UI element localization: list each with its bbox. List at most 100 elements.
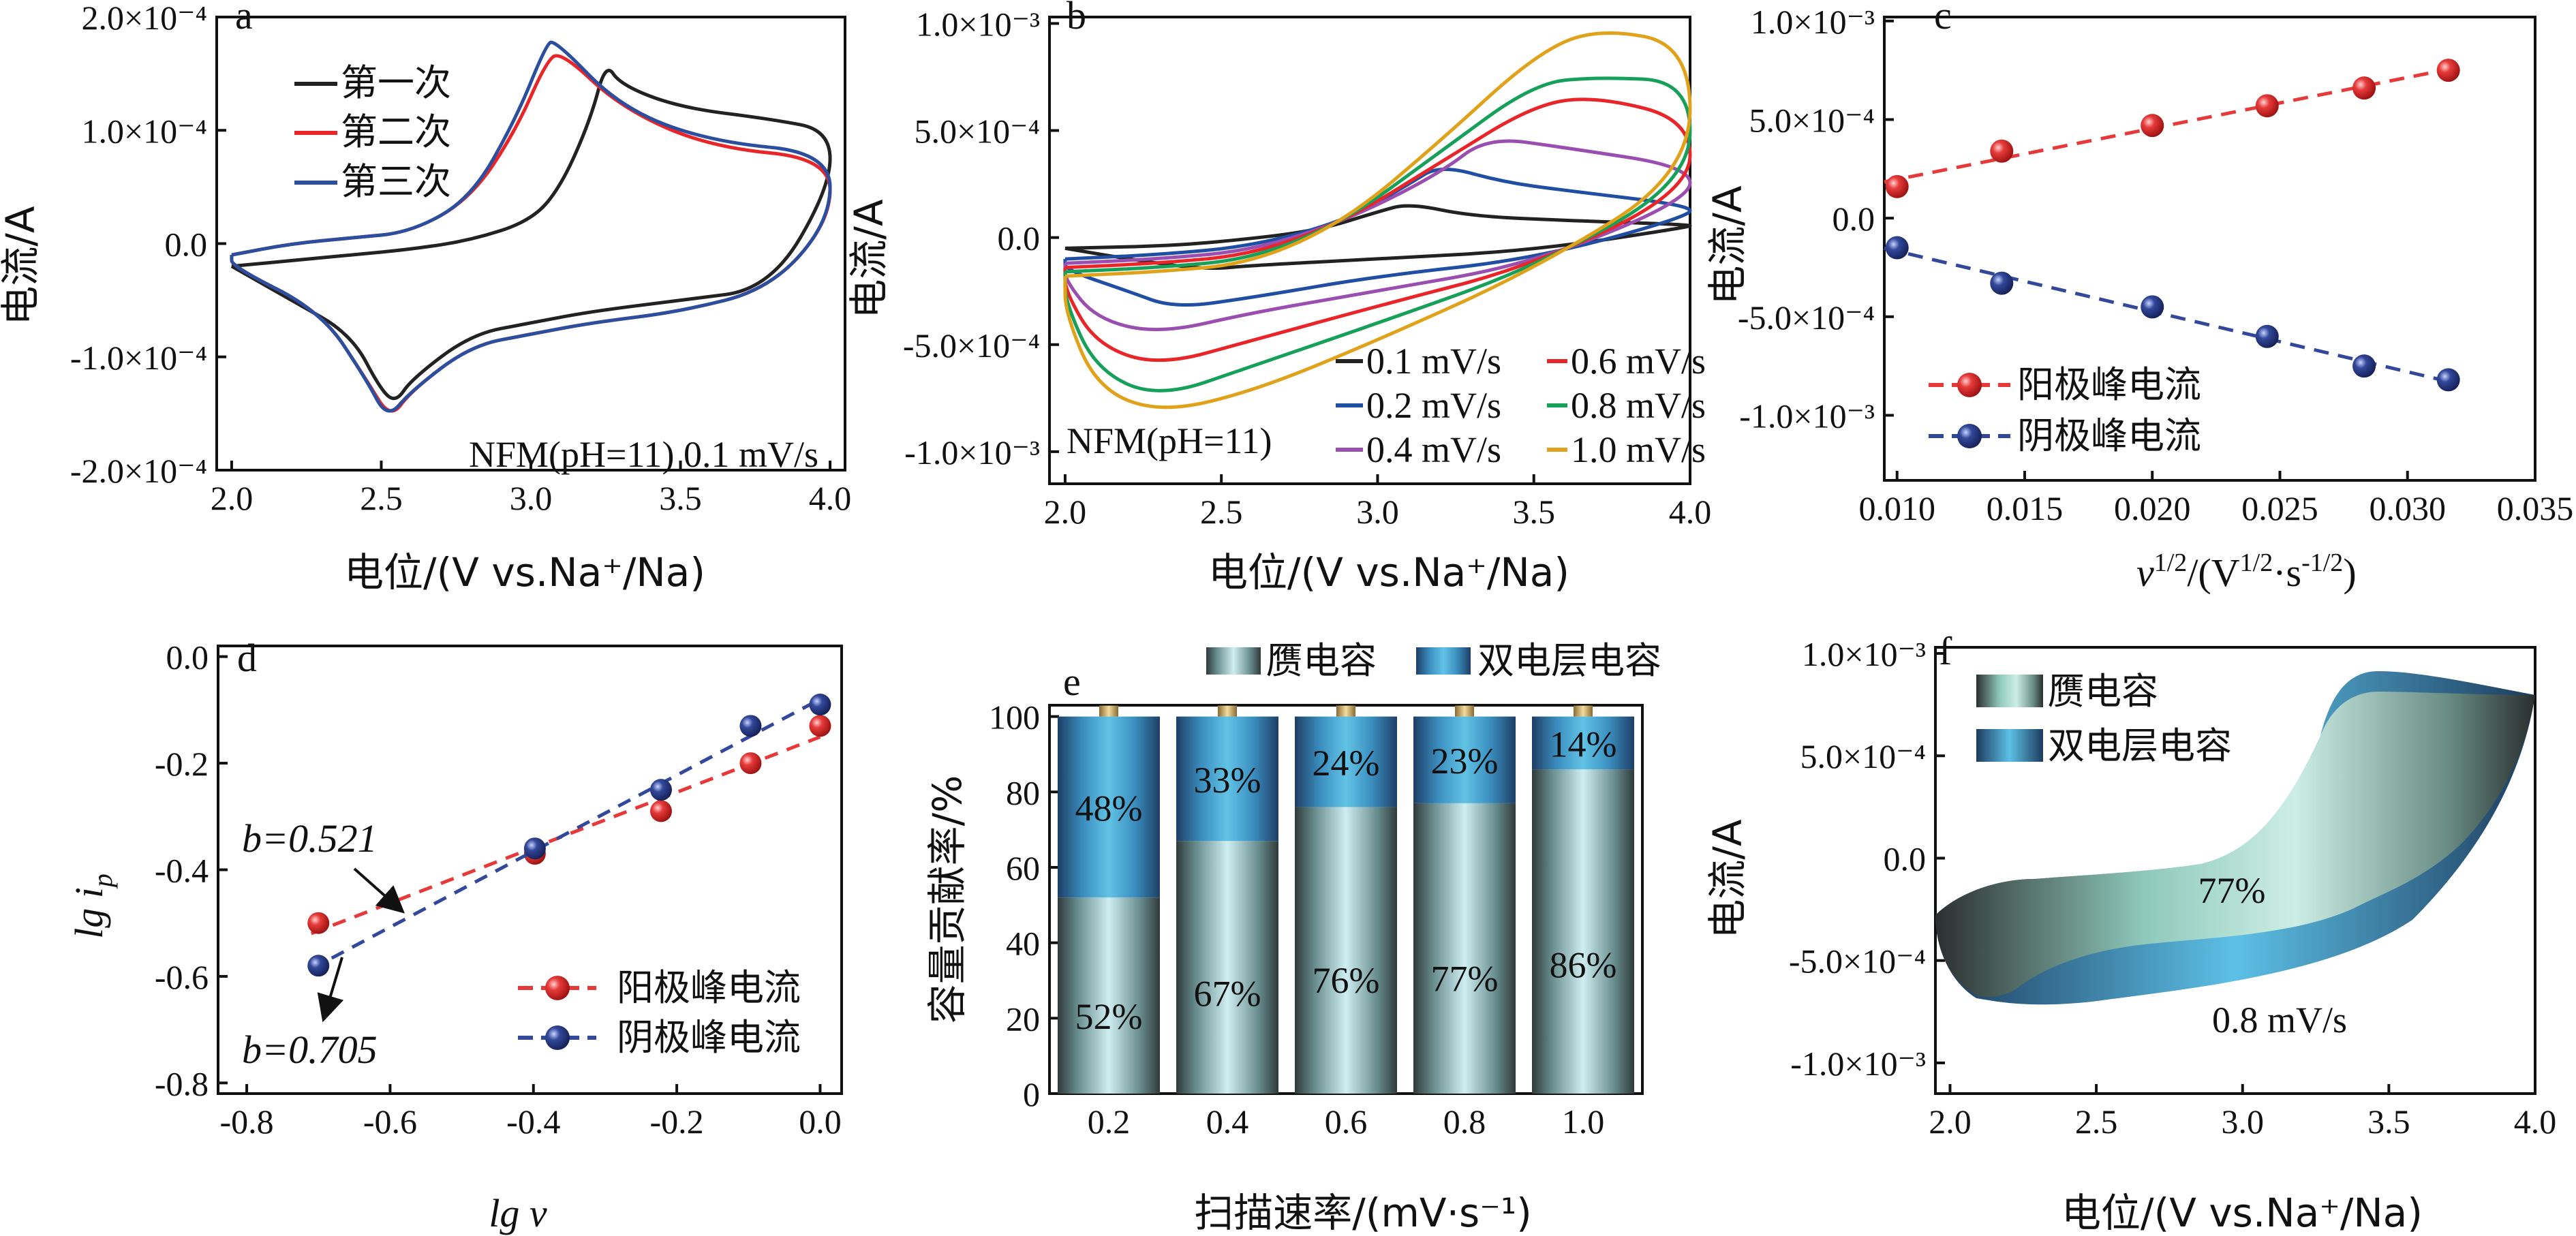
data-point [307, 955, 330, 977]
x-tick-label: 2.5 [2075, 1102, 2118, 1141]
d-arrow-anodic [353, 867, 405, 914]
legend-first: 第一次 [341, 61, 451, 104]
d-legend-cathodic-marker [545, 1025, 570, 1050]
c-xlabel-v: v [2136, 551, 2154, 595]
x-tick-label: 1.0 [1562, 1102, 1605, 1141]
panel-e-xlabel: 扫描速率/(mV·s⁻¹) [1194, 1190, 1532, 1236]
panel-f-shapes [1935, 671, 2535, 1005]
bar-cap [1218, 705, 1237, 717]
y-tick-label: -5.0×10⁻⁴ [903, 326, 1040, 365]
x-tick-label: 0.0 [799, 1102, 842, 1141]
panel-e-ylabel: 容量贡献率/% [924, 775, 970, 1024]
panel-a: a 2.0 2.5 3.0 3.5 4.0 2.0×10⁻⁴ 1.0×10⁻⁴ 0.0 -1.0… [0, 0, 851, 596]
x-tick-label: 2.0 [1929, 1102, 1972, 1141]
rate-curve-3 [1063, 139, 1692, 332]
bar-cap [1099, 705, 1118, 717]
data-point [739, 752, 762, 775]
y-tick-label: 20 [1006, 1000, 1040, 1038]
f-legend-edl-swatch [1976, 729, 2043, 762]
plot-frame [1048, 16, 1691, 485]
y-tick-label: -0.8 [155, 1064, 209, 1102]
x-tick-label: 3.0 [510, 479, 553, 517]
panel-a-axes: 2.0 2.5 3.0 3.5 4.0 2.0×10⁻⁴ 1.0×10⁻⁴ 0.0 -1.0×1… [70, 0, 851, 517]
c-xlabel-sup3: -1/2 [2301, 549, 2343, 577]
y-tick-label: 0.0 [998, 219, 1041, 258]
f-legend-pseudo: 赝电容 [2048, 670, 2158, 713]
bar-cap [1574, 705, 1593, 717]
x-tick-label: 2.0 [1044, 493, 1087, 531]
plot-frame [1883, 16, 2536, 482]
panel-a-curves [230, 40, 832, 413]
y-tick-label: 1.0×10⁻³ [1802, 635, 1926, 673]
bar-pseudocap [1295, 807, 1397, 1094]
cv-curve-3 [230, 40, 832, 413]
bar-edl [1413, 716, 1516, 803]
y-tick-label: -0.2 [155, 745, 209, 783]
fit-line-2 [310, 697, 821, 971]
panel-a-legend: 第一次 第二次 第三次 [294, 61, 451, 203]
e-legend-edl-swatch [1416, 647, 1471, 675]
bar-label-pseudo: 77% [1431, 959, 1499, 1000]
legend-0.8: 0.8 mV/s [1571, 385, 1706, 426]
y-tick-label: -1.0×10⁻³ [1790, 1045, 1926, 1083]
d-legend-anodic: 阳极峰电流 [617, 966, 801, 1009]
panel-a-ylabel: 电流/A [0, 206, 44, 326]
x-tick-label: 3.0 [1356, 493, 1399, 531]
panel-f-xlabel: 电位/(V vs.Na⁺/Na) [2061, 1190, 2423, 1236]
y-tick-label: 100 [989, 698, 1040, 737]
panel-c-points [1884, 59, 2460, 392]
panel-e-letter: e [1063, 660, 1081, 704]
bar-label-edl: 33% [1194, 760, 1261, 801]
bar-label-pseudo: 86% [1550, 945, 1617, 986]
f-legend-pseudo-swatch [1976, 675, 2043, 707]
legend-0.1: 0.1 mV/s [1366, 341, 1501, 382]
x-tick-label: 2.5 [360, 479, 403, 517]
data-point [2255, 324, 2279, 348]
x-tick-label: 0.035 [2497, 489, 2574, 527]
panel-a-annotation: NFM(pH=11) 0.1 mV/s [469, 434, 818, 475]
bar-label-edl: 14% [1550, 724, 1617, 764]
data-point [2352, 76, 2376, 100]
d-ylabel-main: lg i [67, 887, 111, 939]
y-tick-label: 0.0 [1833, 200, 1875, 238]
data-point [649, 779, 672, 801]
x-tick-label: 3.5 [2367, 1102, 2410, 1141]
e-legend-pseudo: 赝电容 [1266, 639, 1377, 682]
f-rate: 0.8 mV/s [2212, 1000, 2347, 1040]
x-tick-label: 0.2 [1088, 1102, 1131, 1141]
y-tick-label: 40 [1006, 925, 1040, 963]
panel-c-xlabel: v1/2/(V1/2·s-1/2) [2136, 549, 2357, 595]
legend-0.6: 0.6 mV/s [1571, 341, 1706, 382]
x-tick-label: 3.5 [659, 479, 702, 517]
y-tick-label: 80 [1006, 773, 1040, 812]
x-tick-label: 0.020 [2114, 489, 2191, 527]
d-arrow-cathodic [317, 957, 344, 1023]
y-tick-label: -1.0×10⁻³ [1739, 397, 1875, 435]
data-point [307, 912, 330, 934]
f-center-pct: 77% [2198, 870, 2266, 911]
panel-d-letter: d [237, 636, 257, 680]
data-point [2436, 59, 2460, 82]
x-tick-label: 2.5 [1200, 493, 1243, 531]
panel-f: f 2.0 2.5 3.0 3.5 4.0 1.0×10⁻³ 5.0×10⁻⁴ 0.0 -5.0… [1704, 629, 2556, 1236]
x-tick-label: 3.0 [2221, 1102, 2264, 1141]
d-ylabel-sub: p [87, 874, 118, 889]
panel-b-curves [1063, 31, 1692, 410]
y-tick-label: -2.0×10⁻⁴ [70, 452, 207, 490]
y-tick-label: -1.0×10⁻⁴ [70, 339, 207, 377]
y-tick-label: 0 [1023, 1075, 1040, 1113]
y-tick-label: -0.4 [155, 852, 209, 890]
bar-edl [1058, 716, 1160, 898]
d-legend-anodic-marker [545, 976, 570, 1000]
d-legend-cathodic: 阴极峰电流 [617, 1016, 801, 1059]
bar-label-edl: 24% [1313, 743, 1380, 784]
f-legend-edl: 双电层电容 [2048, 724, 2232, 767]
x-tick-label: -0.4 [506, 1102, 560, 1141]
bar-cap [1455, 705, 1474, 717]
y-tick-label: 1.0×10⁻⁴ [81, 112, 207, 150]
data-point [1885, 236, 1909, 260]
panel-f-legend: 赝电容 双电层电容 [1976, 670, 2232, 767]
y-tick-label: -5.0×10⁻⁴ [1738, 298, 1875, 337]
y-tick-label: -0.6 [155, 958, 209, 996]
